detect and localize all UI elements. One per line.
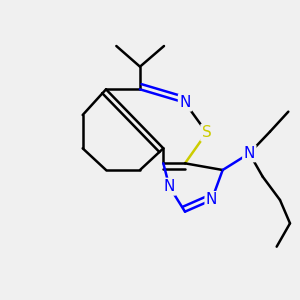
Text: N: N [244,146,255,161]
Text: N: N [164,179,175,194]
Text: S: S [202,125,211,140]
Text: N: N [206,193,218,208]
Text: N: N [179,95,191,110]
